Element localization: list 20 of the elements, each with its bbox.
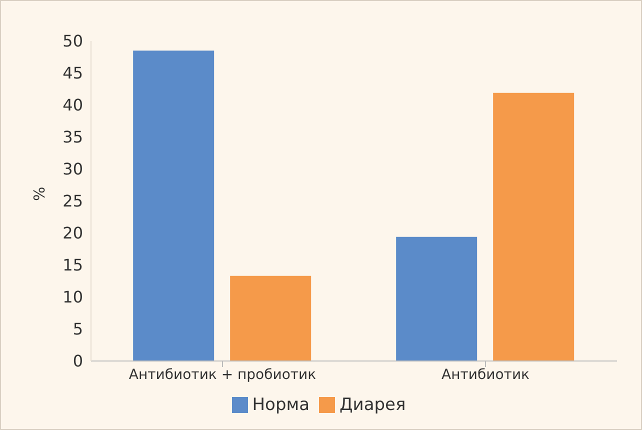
bar bbox=[493, 92, 574, 361]
y-tick-label: 30 bbox=[62, 160, 83, 179]
y-tick-label: 50 bbox=[62, 32, 83, 51]
y-axis-title: % bbox=[30, 186, 48, 201]
y-tick-label: 10 bbox=[62, 288, 83, 307]
y-tick-label: 25 bbox=[62, 192, 83, 211]
bar bbox=[133, 50, 214, 361]
y-tick-label: 15 bbox=[62, 256, 83, 275]
y-tick-label: 45 bbox=[62, 64, 83, 83]
legend-label: Норма bbox=[252, 395, 310, 415]
bar bbox=[396, 236, 478, 361]
x-tick-label: Антибиотик bbox=[442, 366, 530, 383]
y-tick-label: 5 bbox=[72, 320, 83, 339]
legend-label: Диарея bbox=[339, 395, 406, 415]
y-tick-label: 20 bbox=[62, 224, 83, 243]
y-tick-label: 40 bbox=[62, 96, 83, 115]
y-tick-label: 35 bbox=[62, 128, 83, 147]
x-tick-label: Антибиотик + пробиотик bbox=[128, 366, 316, 383]
bar bbox=[230, 276, 312, 361]
y-tick-label: 0 bbox=[72, 352, 83, 371]
